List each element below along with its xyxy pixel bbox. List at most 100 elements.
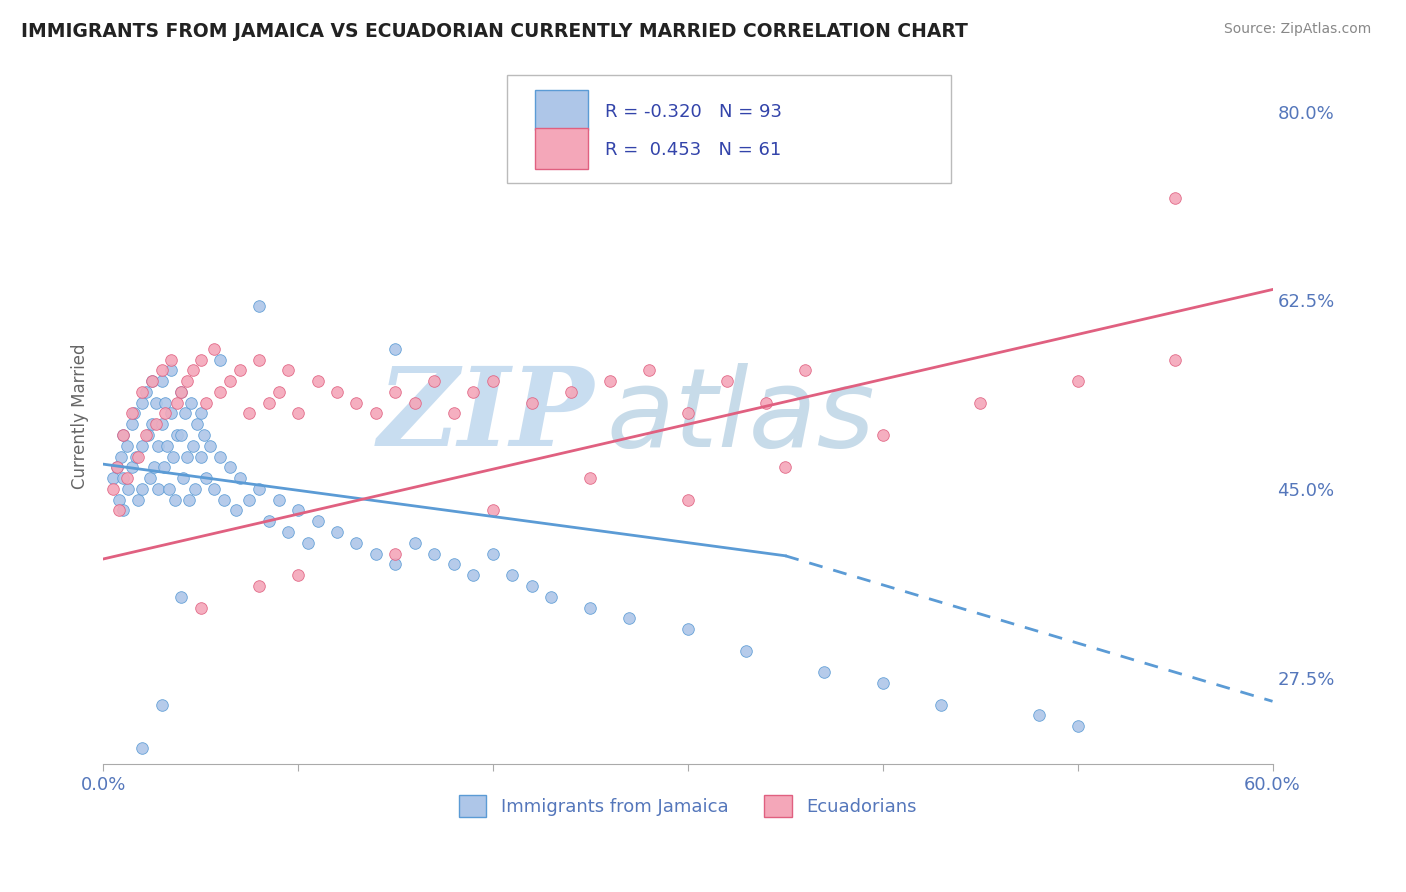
Point — [247, 299, 270, 313]
Point — [287, 407, 309, 421]
Point — [209, 450, 232, 464]
Point — [404, 536, 426, 550]
Point — [195, 471, 218, 485]
Point — [170, 384, 193, 399]
Point — [160, 407, 183, 421]
Text: Source: ZipAtlas.com: Source: ZipAtlas.com — [1223, 22, 1371, 37]
Point — [423, 374, 446, 388]
Point — [135, 428, 157, 442]
Point — [384, 558, 406, 572]
Point — [155, 395, 177, 409]
Point — [364, 407, 387, 421]
Point — [181, 363, 204, 377]
Legend: Immigrants from Jamaica, Ecuadorians: Immigrants from Jamaica, Ecuadorians — [451, 788, 924, 824]
Point — [150, 374, 173, 388]
Point — [384, 342, 406, 356]
Point — [307, 374, 329, 388]
Point — [145, 417, 167, 432]
Point — [202, 482, 225, 496]
Point — [190, 450, 212, 464]
Point — [218, 460, 240, 475]
Point — [540, 590, 562, 604]
Point — [174, 407, 197, 421]
Point — [1066, 374, 1088, 388]
Point — [170, 590, 193, 604]
Point — [200, 439, 222, 453]
Point — [637, 363, 659, 377]
Point — [969, 395, 991, 409]
Point — [142, 460, 165, 475]
Point — [101, 471, 124, 485]
Point — [228, 471, 250, 485]
Point — [115, 471, 138, 485]
Point — [184, 482, 207, 496]
Point — [150, 417, 173, 432]
Point — [735, 643, 758, 657]
Point — [190, 407, 212, 421]
Point — [170, 428, 193, 442]
Point — [176, 450, 198, 464]
Point — [520, 395, 543, 409]
Text: ZIP: ZIP — [378, 362, 595, 470]
Point — [297, 536, 319, 550]
Point — [202, 342, 225, 356]
Y-axis label: Currently Married: Currently Married — [72, 343, 89, 489]
Point — [267, 492, 290, 507]
Point — [384, 547, 406, 561]
Point — [560, 384, 582, 399]
Point — [177, 492, 200, 507]
Point — [482, 503, 505, 517]
Point — [676, 622, 699, 636]
Point — [1028, 708, 1050, 723]
Point — [146, 439, 169, 453]
Point — [1066, 719, 1088, 733]
Point — [287, 503, 309, 517]
Point — [813, 665, 835, 680]
Point — [111, 471, 134, 485]
Point — [136, 428, 159, 442]
Point — [228, 363, 250, 377]
Point — [676, 407, 699, 421]
Point — [218, 374, 240, 388]
Point — [160, 363, 183, 377]
Point — [131, 395, 153, 409]
Point — [186, 417, 208, 432]
Text: R = -0.320   N = 93: R = -0.320 N = 93 — [605, 103, 782, 120]
Point — [124, 407, 146, 421]
Point — [755, 395, 778, 409]
Point — [131, 384, 153, 399]
Point — [364, 547, 387, 561]
Point — [145, 395, 167, 409]
Point — [150, 698, 173, 712]
Point — [141, 374, 163, 388]
Point — [117, 482, 139, 496]
Point — [238, 407, 260, 421]
FancyBboxPatch shape — [534, 90, 589, 130]
Point — [131, 740, 153, 755]
Point — [307, 514, 329, 528]
Point — [346, 536, 368, 550]
Point — [111, 428, 134, 442]
Point — [1164, 352, 1187, 367]
Point — [107, 503, 129, 517]
Point — [180, 395, 202, 409]
Point — [404, 395, 426, 409]
Point — [131, 482, 153, 496]
Point — [107, 492, 129, 507]
Point — [121, 417, 143, 432]
Point — [247, 579, 270, 593]
Point — [193, 428, 215, 442]
Point — [929, 698, 952, 712]
Point — [384, 384, 406, 399]
Point — [115, 439, 138, 453]
Point — [127, 492, 149, 507]
Point — [209, 352, 232, 367]
Point — [156, 439, 179, 453]
Point — [346, 395, 368, 409]
Point — [872, 676, 894, 690]
Point — [482, 374, 505, 388]
Point — [501, 568, 523, 582]
Point — [443, 407, 465, 421]
Point — [326, 384, 349, 399]
Point — [209, 384, 232, 399]
